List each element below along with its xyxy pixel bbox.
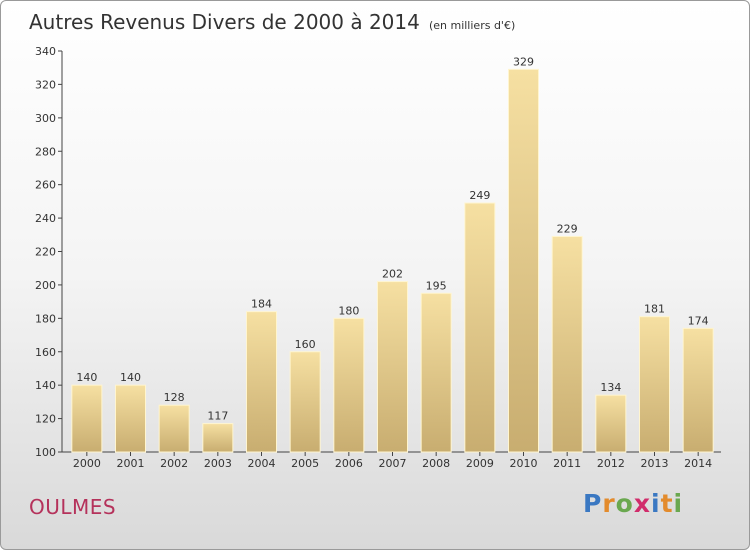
bar <box>595 394 627 453</box>
x-tick-label: 2014 <box>684 457 712 470</box>
x-tick-label: 2010 <box>510 457 538 470</box>
bar-value-label: 140 <box>76 371 97 384</box>
bar <box>682 327 714 453</box>
x-tick-label: 2008 <box>422 457 450 470</box>
x-tick-label: 2000 <box>73 457 101 470</box>
x-tick-label: 2013 <box>641 457 669 470</box>
bar-value-label: 117 <box>207 410 228 423</box>
y-tick-label: 300 <box>35 112 56 125</box>
town-name: OULMES <box>29 495 117 519</box>
proxiti-logo: Proxiti <box>583 489 683 518</box>
y-tick-label: 120 <box>35 413 56 426</box>
x-tick-label: 2006 <box>335 457 363 470</box>
bar-value-label: 229 <box>557 222 578 235</box>
logo-letter: i <box>673 489 684 518</box>
bar-value-label: 134 <box>600 381 621 394</box>
bar <box>246 311 277 453</box>
y-tick-label: 240 <box>35 212 56 225</box>
y-tick-label: 320 <box>35 78 56 91</box>
logo-letter: t <box>660 489 674 518</box>
bar-value-label: 174 <box>688 314 709 327</box>
chart-title-block: Autres Revenus Divers de 2000 à 2014 (en… <box>29 10 515 34</box>
bar <box>639 316 670 453</box>
y-tick-label: 140 <box>35 379 56 392</box>
x-tick-label: 2011 <box>553 457 581 470</box>
bar-value-label: 140 <box>120 371 141 384</box>
logo-letter: r <box>602 489 616 518</box>
y-tick-label: 160 <box>35 346 56 359</box>
bar <box>289 351 321 453</box>
x-tick-label: 2012 <box>597 457 625 470</box>
bar-value-label: 329 <box>513 55 534 68</box>
logo-letter: x <box>633 489 651 518</box>
bar-value-label: 160 <box>295 338 316 351</box>
bar-value-label: 184 <box>251 298 272 311</box>
x-tick-label: 2003 <box>204 457 232 470</box>
x-tick-label: 2004 <box>248 457 276 470</box>
bar-value-label: 128 <box>164 391 185 404</box>
y-tick-label: 260 <box>35 179 56 192</box>
bar <box>333 317 365 453</box>
bar <box>464 202 496 453</box>
y-tick-label: 100 <box>35 446 56 459</box>
chart-subtitle: (en milliers d'€) <box>428 19 516 32</box>
bar <box>71 384 103 453</box>
bar <box>158 404 190 453</box>
y-tick-label: 180 <box>35 312 56 325</box>
bar <box>377 281 408 453</box>
bar-value-label: 180 <box>338 304 359 317</box>
x-tick-label: 2005 <box>291 457 319 470</box>
bar <box>115 384 146 453</box>
bar <box>551 235 583 453</box>
y-tick-label: 280 <box>35 145 56 158</box>
y-tick-label: 220 <box>35 246 56 259</box>
bar-value-label: 181 <box>644 303 665 316</box>
bar <box>508 68 539 453</box>
y-tick-label: 340 <box>35 45 56 58</box>
bar-value-label: 249 <box>469 189 490 202</box>
logo-letter: i <box>651 489 661 518</box>
bar <box>202 423 234 453</box>
y-tick-label: 200 <box>35 279 56 292</box>
chart-title: Autres Revenus Divers de 2000 à 2014 <box>29 10 420 34</box>
bar-value-label: 202 <box>382 268 403 281</box>
bar-value-label: 195 <box>426 279 447 292</box>
x-tick-label: 2009 <box>466 457 494 470</box>
logo-letter: o <box>615 489 634 518</box>
bar <box>420 292 452 453</box>
x-tick-label: 2007 <box>379 457 407 470</box>
logo-letter: P <box>583 489 603 518</box>
x-tick-label: 2002 <box>160 457 188 470</box>
x-tick-label: 2001 <box>117 457 145 470</box>
